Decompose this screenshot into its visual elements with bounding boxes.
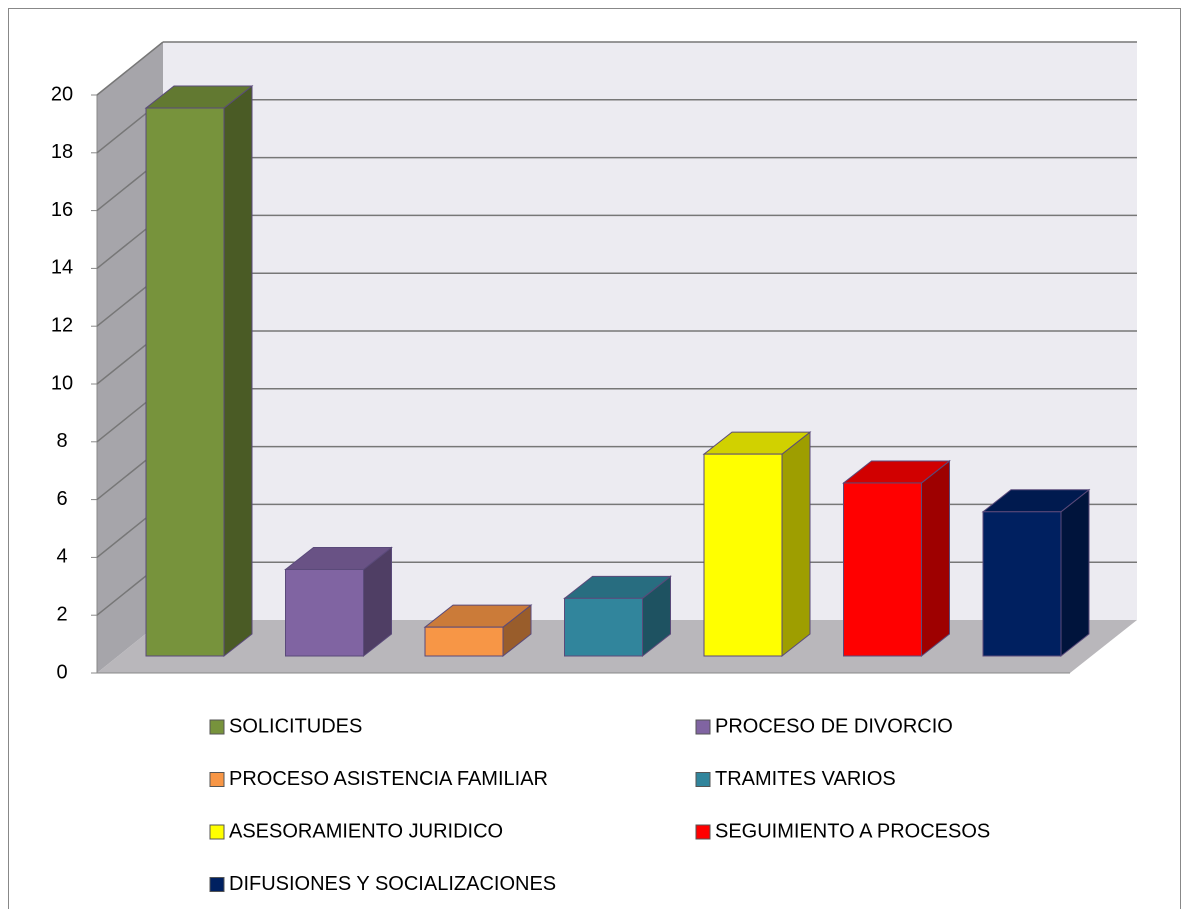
bar: [982, 511, 1062, 657]
grid-line: [96, 41, 164, 96]
bar: [424, 626, 504, 657]
y-tick-label: 14: [51, 257, 73, 279]
bar-side: [781, 431, 811, 658]
y-tick-label: 18: [51, 141, 73, 163]
bar: [703, 453, 783, 657]
legend-swatch: [209, 877, 225, 892]
y-tick-label: 16: [51, 199, 73, 221]
legend-label: SEGUIMIENTO A PROCESOS: [715, 820, 990, 842]
legend-swatch: [209, 772, 225, 787]
bar: [843, 482, 922, 657]
legend-swatch: [209, 719, 225, 735]
y-tick-label: 2: [56, 603, 67, 625]
y-tick-label: 12: [51, 314, 73, 336]
bar: [145, 107, 225, 657]
bar-side: [1060, 488, 1090, 658]
y-tick-label: 4: [56, 546, 67, 568]
y-tick-label: 6: [56, 488, 67, 510]
legend-swatch: [695, 772, 711, 787]
legend-swatch: [695, 719, 711, 735]
legend-label: DIFUSIONES Y SOCIALIZACIONES: [229, 873, 556, 895]
legend-label: TRAMITES VARIOS: [715, 768, 896, 790]
legend-swatch: [209, 824, 225, 840]
bar: [285, 568, 364, 657]
y-tick-label: 10: [51, 372, 73, 394]
legend-label: PROCESO ASISTENCIA FAMILIAR: [229, 768, 548, 790]
legend-label: SOLICITUDES: [229, 715, 362, 737]
bar-side: [223, 84, 253, 658]
legend-label: PROCESO DE DIVORCIO: [715, 715, 953, 737]
bar: [564, 597, 643, 657]
legend-label: ASESORAMIENTO JURIDICO: [229, 820, 503, 842]
y-tick-label: 8: [56, 430, 67, 452]
y-tick-label: 0: [56, 661, 67, 683]
bar-side: [921, 459, 950, 658]
y-tick-label: 20: [51, 83, 73, 105]
legend-swatch: [695, 824, 711, 840]
